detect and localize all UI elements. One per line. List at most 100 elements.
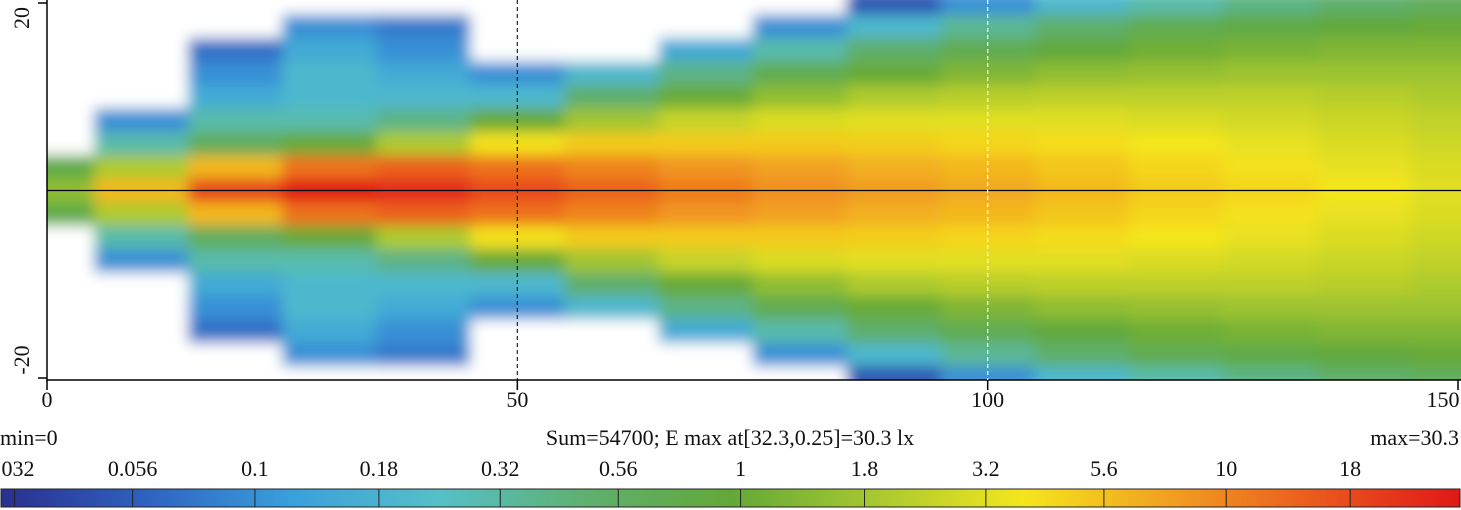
heat-cell [1222, 319, 1318, 344]
heat-cell [1222, 14, 1318, 39]
heat-cell [47, 155, 95, 180]
heat-cell [188, 0, 283, 16]
heat-cell [47, 366, 95, 380]
heat-cell [47, 61, 95, 86]
heat-cell [376, 38, 471, 63]
heat-cell [1222, 272, 1318, 297]
heat-cell [846, 319, 942, 344]
heat-cell [188, 38, 283, 63]
heat-cell [564, 131, 659, 156]
heat-cell [658, 38, 753, 63]
heat-cell [47, 0, 95, 16]
heat-cell [752, 342, 848, 367]
heat-cell [1316, 342, 1412, 367]
heat-cell [752, 366, 848, 380]
heat-cell [47, 202, 95, 227]
heat-cell [658, 342, 753, 367]
heat-cell [376, 272, 471, 297]
heat-cell [1128, 85, 1224, 109]
heat-cell [94, 249, 189, 274]
heat-cell [940, 342, 1036, 367]
heat-cell [1128, 14, 1224, 39]
heat-cell [188, 202, 283, 227]
heat-cell [282, 155, 377, 180]
heat-cell [846, 225, 942, 250]
heat-cell [282, 272, 377, 297]
heat-cell [846, 38, 942, 63]
heat-cell [470, 272, 565, 297]
heat-cell [376, 61, 471, 86]
heat-cell [658, 108, 753, 133]
heat-cell [282, 131, 377, 156]
heat-cell [282, 366, 377, 380]
heat-cell [1128, 342, 1224, 367]
heat-cell [1410, 0, 1461, 16]
heat-cell [376, 131, 471, 156]
colorbar-label: 10 [1215, 456, 1237, 481]
heat-cell [94, 202, 189, 227]
heat-cell [376, 319, 471, 344]
heat-cell [658, 249, 753, 274]
heat-cell [1034, 85, 1130, 109]
heat-cell [658, 319, 753, 344]
colorbar-label: 1 [735, 456, 746, 481]
heat-cell [94, 131, 189, 156]
heat-cell [1034, 0, 1130, 16]
heat-cell [846, 366, 942, 380]
heat-cell [1128, 202, 1224, 227]
heat-cell [376, 225, 471, 250]
heat-cell [1222, 61, 1318, 86]
heat-cell [470, 155, 565, 180]
heat-cell [752, 225, 848, 250]
heat-cell [564, 14, 659, 39]
heat-cell [470, 225, 565, 250]
heat-cell [188, 366, 283, 380]
heat-cell [846, 295, 942, 320]
heat-cell [470, 14, 565, 39]
heat-cell [564, 38, 659, 63]
heat-cell [188, 295, 283, 320]
heat-cell [47, 14, 95, 39]
heat-cell [94, 155, 189, 180]
heat-cell [752, 0, 848, 16]
heat-cell [658, 61, 753, 86]
colorbar-label: 0.056 [108, 456, 158, 481]
heat-cell [658, 202, 753, 227]
heat-cell [1034, 249, 1130, 274]
heat-cell [1316, 225, 1412, 250]
heat-cell [940, 85, 1036, 109]
heat-cell [1410, 225, 1461, 250]
heat-cell [188, 61, 283, 86]
heat-cell [282, 85, 377, 109]
heat-cell [1410, 38, 1461, 63]
heat-cell [94, 295, 189, 320]
heat-cell [1222, 202, 1318, 227]
heat-cell [1128, 61, 1224, 86]
heat-cell [1316, 131, 1412, 156]
heat-cell [1034, 61, 1130, 86]
heat-cell [1410, 131, 1461, 156]
heat-cell [1316, 155, 1412, 180]
heat-cell [564, 0, 659, 16]
heat-cell [376, 295, 471, 320]
heat-cell [1410, 342, 1461, 367]
heat-cell [1316, 0, 1412, 16]
x-tick-label: 100 [971, 387, 1004, 412]
heat-cell [1410, 61, 1461, 86]
heat-cell [564, 319, 659, 344]
heat-cell [658, 85, 753, 109]
heat-cell [658, 295, 753, 320]
heat-cell [282, 38, 377, 63]
heat-cell [1034, 155, 1130, 180]
colorbar-label: 5.6 [1090, 456, 1118, 481]
heat-cell [1128, 366, 1224, 380]
axes: 0 50 100 150 20 -20 [9, 0, 1461, 412]
heat-cell [1128, 131, 1224, 156]
heat-cell [1316, 366, 1412, 380]
heat-cell [1034, 295, 1130, 320]
heat-cell [188, 108, 283, 133]
heat-cell [752, 85, 848, 109]
heat-cell [282, 202, 377, 227]
colorbar-label: 18 [1339, 456, 1361, 481]
